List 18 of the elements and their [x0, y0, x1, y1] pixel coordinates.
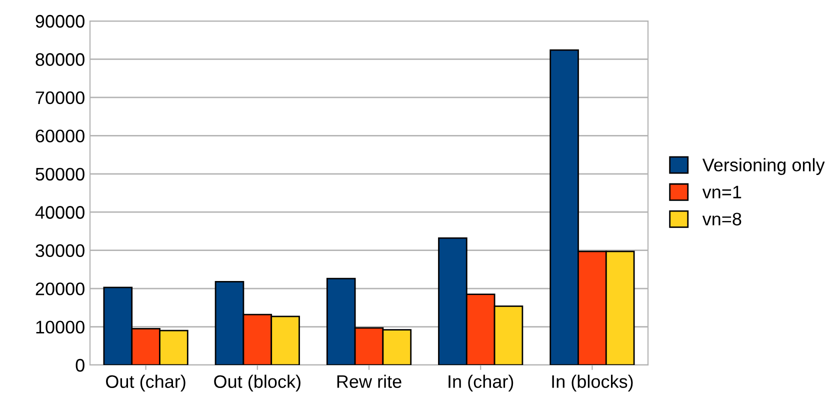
- x-tick-label: Out (block): [214, 374, 300, 392]
- y-tick-label: 20000: [36, 282, 84, 296]
- x-tick-label: In (blocks): [552, 374, 633, 392]
- y-tick-label: 60000: [36, 130, 84, 142]
- y-tick-label: 50000: [36, 168, 84, 181]
- y-tick-label: 0: [76, 358, 84, 372]
- y-tick-label: 80000: [36, 53, 84, 66]
- x-tick-label: Out (char): [106, 374, 186, 392]
- y-tick-label: 70000: [36, 91, 84, 104]
- y-tick-label: 30000: [36, 244, 84, 258]
- legend-label: vn=1: [702, 186, 742, 198]
- legend-label: Versioning only: [702, 158, 825, 175]
- y-tick-label: 90000: [36, 14, 84, 28]
- y-tick-label: 40000: [35, 206, 84, 219]
- x-tick-label: Rew rite: [337, 374, 402, 388]
- legend-label: vn=8: [702, 212, 742, 226]
- y-tick-label: 10000: [36, 320, 84, 334]
- x-tick-label: In (char): [448, 374, 514, 392]
